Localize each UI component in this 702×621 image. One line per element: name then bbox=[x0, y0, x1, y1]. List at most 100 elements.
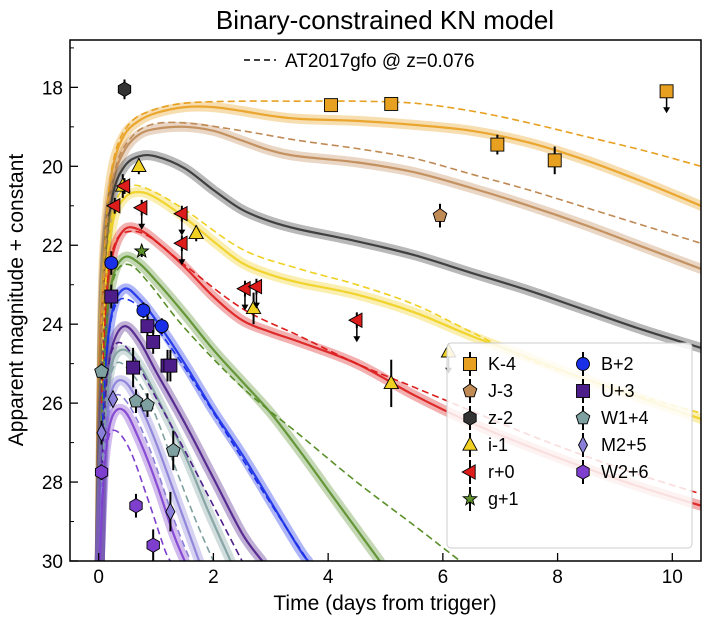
point-w2-6-2 bbox=[146, 529, 160, 561]
x-axis: 0 2 4 6 8 10 bbox=[93, 553, 683, 588]
marker-u-3-1 bbox=[140, 319, 155, 334]
point-k-4-3 bbox=[547, 146, 562, 175]
marker-w1-4-0 bbox=[94, 363, 109, 378]
point-k-4-0 bbox=[324, 98, 338, 113]
legend-item-w2-6: W2+6 bbox=[576, 460, 649, 484]
point-r-0-3 bbox=[173, 205, 188, 236]
x-tick-label-4: 4 bbox=[323, 567, 334, 588]
point-j-3-0 bbox=[432, 203, 448, 228]
annotation-text: AT2017gfo @ z=0.076 bbox=[285, 51, 475, 72]
marker-r-0-5 bbox=[236, 280, 251, 297]
legend-marker-w2-6 bbox=[576, 464, 590, 480]
legend-marker-z-2 bbox=[463, 410, 477, 426]
legend-label-b-2: B+2 bbox=[601, 354, 634, 374]
marker-r-0-2 bbox=[132, 199, 148, 216]
data-points bbox=[94, 79, 674, 561]
legend-item-m2-5: M2+5 bbox=[577, 433, 647, 457]
marker-w2-6-2 bbox=[146, 537, 160, 553]
marker-z-2-0 bbox=[117, 81, 132, 98]
legend-item-b-2: B+2 bbox=[576, 352, 634, 376]
marker-r-0-4 bbox=[173, 235, 188, 252]
marker-g-1-0 bbox=[133, 242, 150, 258]
y-tick-label-28: 28 bbox=[42, 473, 63, 494]
legend-label-g-1: g+1 bbox=[488, 489, 519, 509]
point-b-2-2 bbox=[154, 318, 169, 335]
point-u-3-3 bbox=[126, 347, 141, 388]
legend-item-z-2: z-2 bbox=[463, 406, 513, 430]
legend-item-r-0: r+0 bbox=[461, 460, 515, 484]
marker-b-2-2 bbox=[154, 319, 169, 334]
legend-item-w1-4: W1+4 bbox=[575, 406, 649, 430]
marker-r-0-0 bbox=[115, 178, 131, 194]
upper-limit-arrow-k-4-4 bbox=[663, 107, 671, 114]
legend-label-w1-4: W1+4 bbox=[601, 408, 649, 428]
kn-curve-r-0 bbox=[100, 230, 701, 495]
marker-k-4-0 bbox=[324, 98, 338, 113]
legend-item-u-3: U+3 bbox=[576, 379, 635, 403]
marker-u-3-3 bbox=[126, 360, 141, 375]
point-r-0-7 bbox=[348, 312, 363, 343]
point-w1-4-3 bbox=[165, 430, 181, 471]
marker-k-4-1 bbox=[384, 96, 399, 111]
kn-curve-k-4 bbox=[100, 100, 701, 325]
marker-k-4-4 bbox=[659, 84, 674, 99]
upper-limit-arrow-r-0-5 bbox=[241, 304, 249, 311]
y-tick-label-26: 26 bbox=[42, 394, 63, 415]
kn-curve-m2-5 bbox=[100, 393, 192, 561]
marker-b-2-1 bbox=[136, 303, 151, 318]
point-r-0-1 bbox=[105, 197, 121, 214]
marker-i-1-4 bbox=[383, 374, 400, 390]
point-w2-6-0 bbox=[94, 464, 109, 481]
kn-curve-w2-6 bbox=[100, 429, 172, 561]
legend-label-z-2: z-2 bbox=[488, 408, 513, 428]
y-axis: 18 20 22 24 26 28 30 bbox=[42, 47, 78, 573]
point-i-1-1 bbox=[130, 157, 147, 175]
marker-r-0-3 bbox=[173, 205, 188, 222]
legend-marker-k-4 bbox=[463, 357, 477, 371]
y-tick-label-18: 18 bbox=[42, 78, 63, 99]
legend-marker-b-2 bbox=[576, 357, 590, 371]
x-axis-label: Time (days from trigger) bbox=[273, 592, 496, 615]
point-k-4-2 bbox=[490, 134, 505, 155]
marker-r-0-7 bbox=[348, 312, 363, 329]
point-g-1-0 bbox=[133, 242, 150, 258]
legend-label-j-3: J-3 bbox=[488, 381, 513, 401]
upper-limit-arrow-r-0-7 bbox=[353, 336, 361, 343]
point-i-1-2 bbox=[188, 224, 205, 242]
point-w1-4-1 bbox=[128, 389, 144, 413]
point-u-3-2 bbox=[146, 330, 161, 354]
point-m2-5-2 bbox=[165, 491, 176, 532]
kn-curve-j-3 bbox=[100, 121, 701, 344]
point-b-2-0 bbox=[104, 251, 119, 275]
point-r-0-2 bbox=[132, 199, 148, 230]
marker-m2-5-0 bbox=[96, 423, 107, 443]
legend-label-r-0: r+0 bbox=[488, 462, 515, 482]
point-m2-5-0 bbox=[96, 420, 107, 445]
legend-item-i-1: i-1 bbox=[462, 433, 508, 457]
marker-u-3-5 bbox=[163, 358, 178, 373]
kn-curve-w1-4 bbox=[100, 361, 215, 561]
point-i-1-4 bbox=[383, 359, 400, 408]
marker-i-1-1 bbox=[130, 157, 147, 172]
x-tick-label-2: 2 bbox=[208, 567, 219, 588]
marker-i-1-3 bbox=[245, 299, 262, 315]
legend-marker-m2-5 bbox=[577, 435, 589, 455]
y-tick-label-30: 30 bbox=[42, 552, 63, 573]
plot-frame bbox=[69, 39, 702, 562]
marker-b-2-0 bbox=[104, 256, 119, 270]
point-w1-4-0 bbox=[94, 363, 109, 380]
point-b-2-1 bbox=[136, 302, 151, 319]
legend-frame bbox=[446, 342, 693, 549]
marker-j-3-0 bbox=[432, 207, 448, 222]
legend-item-g-1: g+1 bbox=[461, 487, 519, 511]
x-tick-label-10: 10 bbox=[662, 567, 683, 588]
legend-marker-i-1 bbox=[462, 436, 478, 451]
legend: K-4 J-3 z-2 i-1 r+0 g+1 B+2 U+3 W1+4 M2+5 W2+6 bbox=[446, 342, 693, 549]
legend-label-k-4: K-4 bbox=[488, 354, 516, 374]
kn-curve-b-2 bbox=[100, 297, 309, 561]
marker-r-0-6 bbox=[247, 278, 263, 295]
legend-item-j-3: J-3 bbox=[462, 379, 513, 403]
upper-limit-arrow-r-0-4 bbox=[178, 259, 186, 266]
legend-marker-r-0 bbox=[461, 464, 476, 480]
